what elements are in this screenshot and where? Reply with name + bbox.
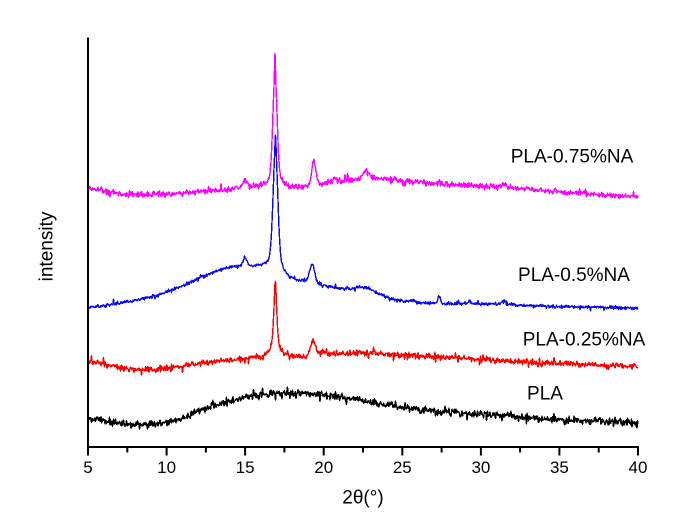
svg-text:2θ(°): 2θ(°)	[342, 488, 383, 509]
svg-text:PLA-0.25%NA: PLA-0.25%NA	[523, 330, 646, 351]
svg-text:35: 35	[550, 458, 569, 477]
svg-text:40: 40	[629, 458, 648, 477]
svg-text:PLA-0.75%NA: PLA-0.75%NA	[511, 147, 634, 168]
svg-text:15: 15	[236, 458, 255, 477]
svg-text:20: 20	[314, 458, 333, 477]
svg-text:10: 10	[157, 458, 176, 477]
svg-text:intensity: intensity	[37, 211, 58, 281]
svg-text:30: 30	[471, 458, 490, 477]
svg-text:PLA-0.5%NA: PLA-0.5%NA	[518, 265, 630, 286]
svg-text:5: 5	[83, 458, 92, 477]
svg-text:25: 25	[393, 458, 412, 477]
svg-text:PLA: PLA	[527, 384, 563, 405]
